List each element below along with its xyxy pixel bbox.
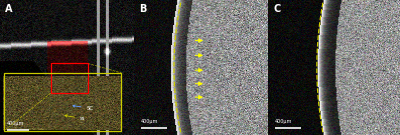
Text: C: C (273, 4, 280, 14)
Text: 400μm: 400μm (7, 121, 24, 126)
Text: 400μm: 400μm (141, 119, 158, 124)
Text: ss: ss (65, 115, 86, 121)
Text: B: B (139, 4, 147, 14)
Bar (4, 73, 121, 131)
Text: SC: SC (73, 105, 94, 111)
Text: A: A (5, 4, 13, 14)
Bar (51, 63, 88, 93)
Text: 400μm: 400μm (275, 119, 292, 124)
